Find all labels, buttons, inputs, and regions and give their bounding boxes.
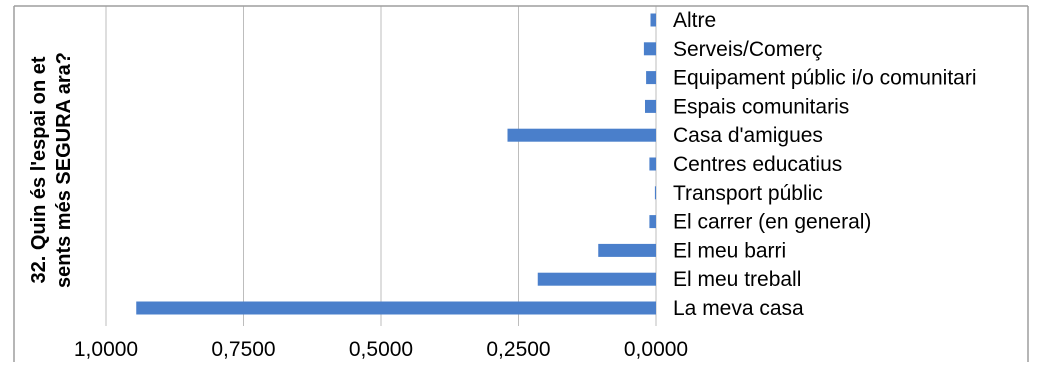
bar-9 [537,272,656,286]
y-axis-title-line-2: sents més SEGURA ara? [53,52,75,288]
gridlines [105,6,657,326]
chart-frame [13,5,1029,362]
category-label-10: La meva casa [673,297,804,320]
category-label-4: Casa d'amigues [673,124,823,147]
bars [136,13,656,315]
y-axis-title-line-1: 32. Quin és l'espai on et [28,56,50,283]
x-tick-label-2: 0,5000 [349,338,413,361]
category-label-9: El meu treball [673,268,801,291]
category-label-0: Altre [673,9,716,32]
bar-1 [643,42,656,56]
bar-6 [654,186,656,200]
bar-5 [649,157,656,171]
category-label-6: Transport públic [673,182,823,205]
category-label-5: Centres educatius [673,153,842,176]
category-labels: Altre Serveis/Comerç Equipament públic i/o… [673,9,977,320]
category-label-8: El meu barri [673,239,786,262]
bar-0 [650,13,656,27]
bar-7 [649,215,656,229]
bar-2 [646,71,656,85]
category-label-7: El carrer (en general) [673,211,871,234]
x-tick-label-3: 0,2500 [486,338,550,361]
category-label-2: Equipament públic i/o comunitari [673,67,977,90]
x-tick-label-1: 0,7500 [211,338,275,361]
x-tick-labels: 1,0000 0,7500 0,5000 0,2500 0,0000 [74,338,688,361]
bar-10 [136,301,656,315]
category-label-3: Espais comunitaris [673,95,849,118]
category-label-1: Serveis/Comerç [673,38,822,61]
x-tick-label-4: 0,0000 [624,338,688,361]
x-tick-label-0: 1,0000 [74,338,138,361]
bar-4 [507,128,656,142]
bar-8 [598,243,656,257]
bar-3 [645,99,656,113]
